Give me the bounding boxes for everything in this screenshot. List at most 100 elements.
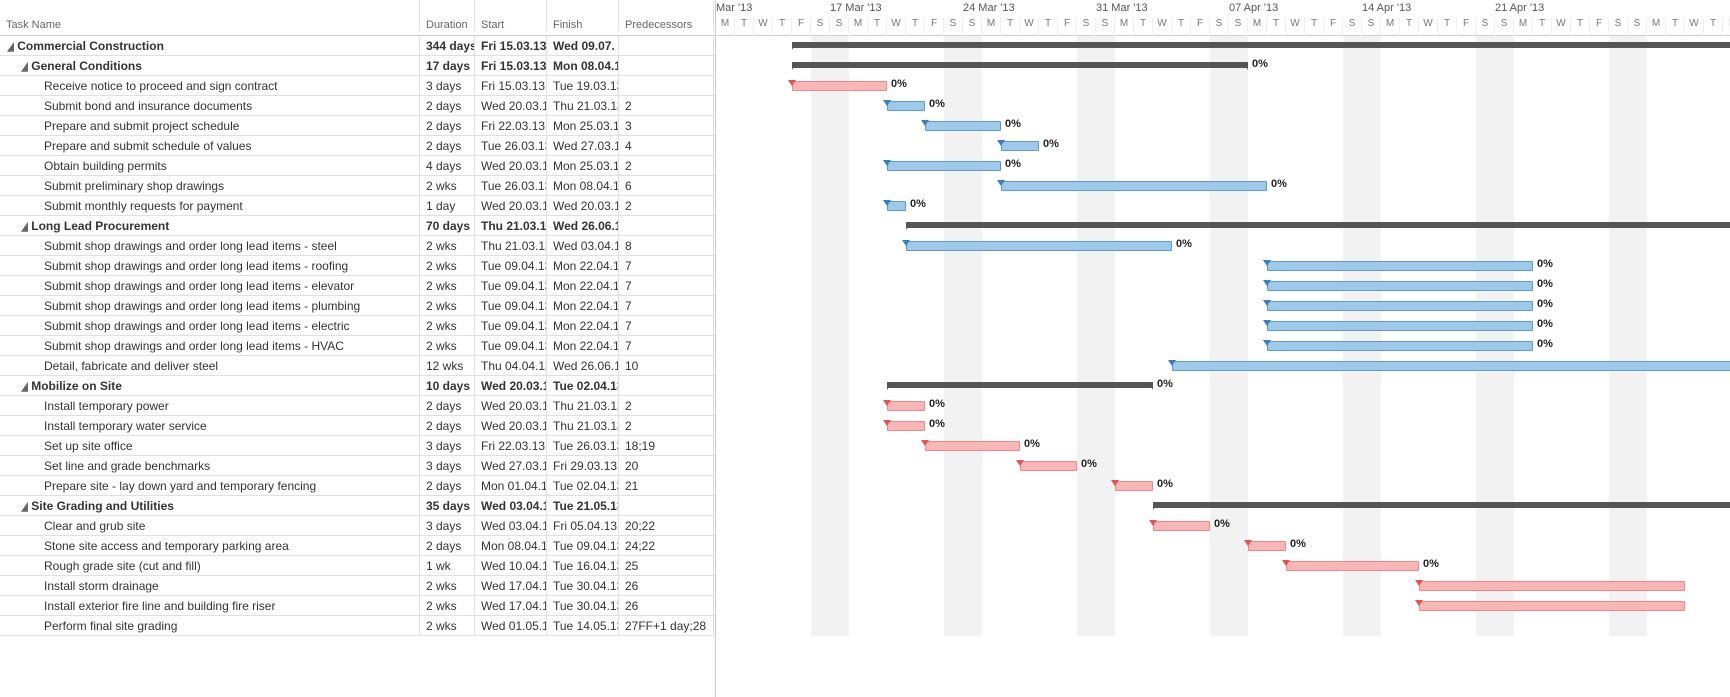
cell-duration[interactable]: 2 wks bbox=[420, 576, 475, 595]
task-row[interactable]: Submit shop drawings and order long lead… bbox=[0, 256, 715, 276]
cell-name[interactable]: Submit shop drawings and order long lead… bbox=[0, 296, 420, 315]
cell-start[interactable]: Fri 22.03.13 bbox=[475, 436, 547, 455]
cell-duration[interactable]: 2 days bbox=[420, 396, 475, 415]
cell-name[interactable]: ◢General Conditions bbox=[0, 56, 420, 75]
cell-pred[interactable]: 2 bbox=[619, 196, 714, 215]
cell-name[interactable]: Install temporary water service bbox=[0, 416, 420, 435]
cell-start[interactable]: Fri 15.03.13 bbox=[475, 56, 547, 75]
cell-pred[interactable]: 6 bbox=[619, 176, 714, 195]
task-row[interactable]: Submit shop drawings and order long lead… bbox=[0, 336, 715, 356]
cell-duration[interactable]: 35 days bbox=[420, 496, 475, 515]
cell-pred[interactable]: 2 bbox=[619, 396, 714, 415]
cell-pred[interactable]: 7 bbox=[619, 276, 714, 295]
cell-name[interactable]: Obtain building permits bbox=[0, 156, 420, 175]
cell-pred[interactable] bbox=[619, 376, 714, 395]
cell-duration[interactable]: 1 wk bbox=[420, 556, 475, 575]
cell-finish[interactable]: Wed 27.03.1 bbox=[547, 136, 619, 155]
cell-duration[interactable]: 12 wks bbox=[420, 356, 475, 375]
cell-pred[interactable] bbox=[619, 56, 714, 75]
cell-pred[interactable] bbox=[619, 496, 714, 515]
cell-start[interactable]: Wed 20.03.1 bbox=[475, 196, 547, 215]
cell-duration[interactable]: 70 days bbox=[420, 216, 475, 235]
gantt-bar[interactable] bbox=[1001, 141, 1039, 151]
cell-duration[interactable]: 2 days bbox=[420, 96, 475, 115]
task-row[interactable]: Submit shop drawings and order long lead… bbox=[0, 236, 715, 256]
col-header-name[interactable]: Task Name bbox=[0, 0, 420, 31]
gantt-bar[interactable] bbox=[1419, 601, 1685, 611]
gantt-bar[interactable] bbox=[1153, 502, 1730, 508]
gantt-bar[interactable] bbox=[887, 421, 925, 431]
task-row[interactable]: Install temporary power2 daysWed 20.03.1… bbox=[0, 396, 715, 416]
cell-start[interactable]: Tue 26.03.13 bbox=[475, 176, 547, 195]
gantt-bar[interactable] bbox=[887, 401, 925, 411]
cell-start[interactable]: Wed 20.03.1 bbox=[475, 96, 547, 115]
cell-pred[interactable]: 26 bbox=[619, 596, 714, 615]
cell-finish[interactable]: Mon 25.03.1 bbox=[547, 116, 619, 135]
cell-start[interactable]: Fri 15.03.13 bbox=[475, 36, 547, 55]
cell-start[interactable]: Fri 22.03.13 bbox=[475, 116, 547, 135]
cell-name[interactable]: ◢Site Grading and Utilities bbox=[0, 496, 420, 515]
cell-duration[interactable]: 2 wks bbox=[420, 176, 475, 195]
cell-duration[interactable]: 2 days bbox=[420, 136, 475, 155]
cell-start[interactable]: Wed 20.03.1 bbox=[475, 416, 547, 435]
cell-start[interactable]: Thu 21.03.13 bbox=[475, 236, 547, 255]
cell-duration[interactable]: 4 days bbox=[420, 156, 475, 175]
gantt-bar[interactable] bbox=[1267, 341, 1533, 351]
cell-duration[interactable]: 2 wks bbox=[420, 616, 475, 635]
task-row[interactable]: ◢Commercial Construction344 daysFri 15.0… bbox=[0, 36, 715, 56]
cell-finish[interactable]: Mon 22.04.1 bbox=[547, 276, 619, 295]
task-row[interactable]: Install storm drainage2 wksWed 17.04.1Tu… bbox=[0, 576, 715, 596]
task-row[interactable]: Stone site access and temporary parking … bbox=[0, 536, 715, 556]
cell-duration[interactable]: 17 days bbox=[420, 56, 475, 75]
gantt-bar[interactable] bbox=[906, 241, 1172, 251]
cell-name[interactable]: Submit shop drawings and order long lead… bbox=[0, 276, 420, 295]
cell-pred[interactable]: 2 bbox=[619, 96, 714, 115]
cell-pred[interactable]: 25 bbox=[619, 556, 714, 575]
cell-pred[interactable]: 24;22 bbox=[619, 536, 714, 555]
cell-finish[interactable]: Wed 03.04.1 bbox=[547, 236, 619, 255]
task-row[interactable]: Clear and grub site3 daysWed 03.04.1Fri … bbox=[0, 516, 715, 536]
cell-name[interactable]: ◢Long Lead Procurement bbox=[0, 216, 420, 235]
cell-pred[interactable]: 10 bbox=[619, 356, 714, 375]
expand-icon[interactable]: ◢ bbox=[7, 39, 13, 53]
cell-finish[interactable]: Tue 02.04.13 bbox=[547, 476, 619, 495]
task-row[interactable]: Perform final site grading2 wksWed 01.05… bbox=[0, 616, 715, 636]
col-header-finish[interactable]: Finish bbox=[547, 0, 619, 31]
cell-finish[interactable]: Tue 26.03.13 bbox=[547, 436, 619, 455]
cell-finish[interactable]: Wed 26.06.1 bbox=[547, 216, 619, 235]
cell-finish[interactable]: Wed 26.06.1 bbox=[547, 356, 619, 375]
expand-icon[interactable]: ◢ bbox=[21, 379, 27, 393]
cell-name[interactable]: Install storm drainage bbox=[0, 576, 420, 595]
cell-pred[interactable]: 3 bbox=[619, 116, 714, 135]
cell-start[interactable]: Tue 26.03.13 bbox=[475, 136, 547, 155]
cell-pred[interactable]: 18;19 bbox=[619, 436, 714, 455]
cell-name[interactable]: ◢Commercial Construction bbox=[0, 36, 420, 55]
task-row[interactable]: Install temporary water service2 daysWed… bbox=[0, 416, 715, 436]
cell-start[interactable]: Mon 08.04.1 bbox=[475, 536, 547, 555]
gantt-bar[interactable] bbox=[1001, 181, 1267, 191]
task-row[interactable]: Prepare and submit project schedule2 day… bbox=[0, 116, 715, 136]
cell-finish[interactable]: Mon 22.04.1 bbox=[547, 336, 619, 355]
task-row[interactable]: Install exterior fire line and building … bbox=[0, 596, 715, 616]
cell-finish[interactable]: Tue 19.03.13 bbox=[547, 76, 619, 95]
gantt-bar[interactable] bbox=[1267, 321, 1533, 331]
cell-name[interactable]: Submit monthly requests for payment bbox=[0, 196, 420, 215]
gantt-bar[interactable] bbox=[792, 81, 887, 91]
gantt-bar[interactable] bbox=[792, 42, 1730, 48]
task-row[interactable]: Rough grade site (cut and fill)1 wkWed 1… bbox=[0, 556, 715, 576]
cell-name[interactable]: Submit preliminary shop drawings bbox=[0, 176, 420, 195]
cell-duration[interactable]: 2 wks bbox=[420, 236, 475, 255]
cell-start[interactable]: Tue 09.04.13 bbox=[475, 256, 547, 275]
cell-finish[interactable]: Mon 25.03.1 bbox=[547, 156, 619, 175]
cell-duration[interactable]: 2 wks bbox=[420, 316, 475, 335]
gantt-bar[interactable] bbox=[925, 121, 1001, 131]
gantt-bar[interactable] bbox=[1419, 581, 1685, 591]
expand-icon[interactable]: ◢ bbox=[21, 499, 27, 513]
cell-start[interactable]: Wed 27.03.1 bbox=[475, 456, 547, 475]
cell-pred[interactable]: 20;22 bbox=[619, 516, 714, 535]
cell-duration[interactable]: 2 wks bbox=[420, 596, 475, 615]
cell-name[interactable]: Set up site office bbox=[0, 436, 420, 455]
cell-duration[interactable]: 344 days bbox=[420, 36, 475, 55]
cell-finish[interactable]: Tue 09.04.13 bbox=[547, 536, 619, 555]
cell-pred[interactable]: 20 bbox=[619, 456, 714, 475]
